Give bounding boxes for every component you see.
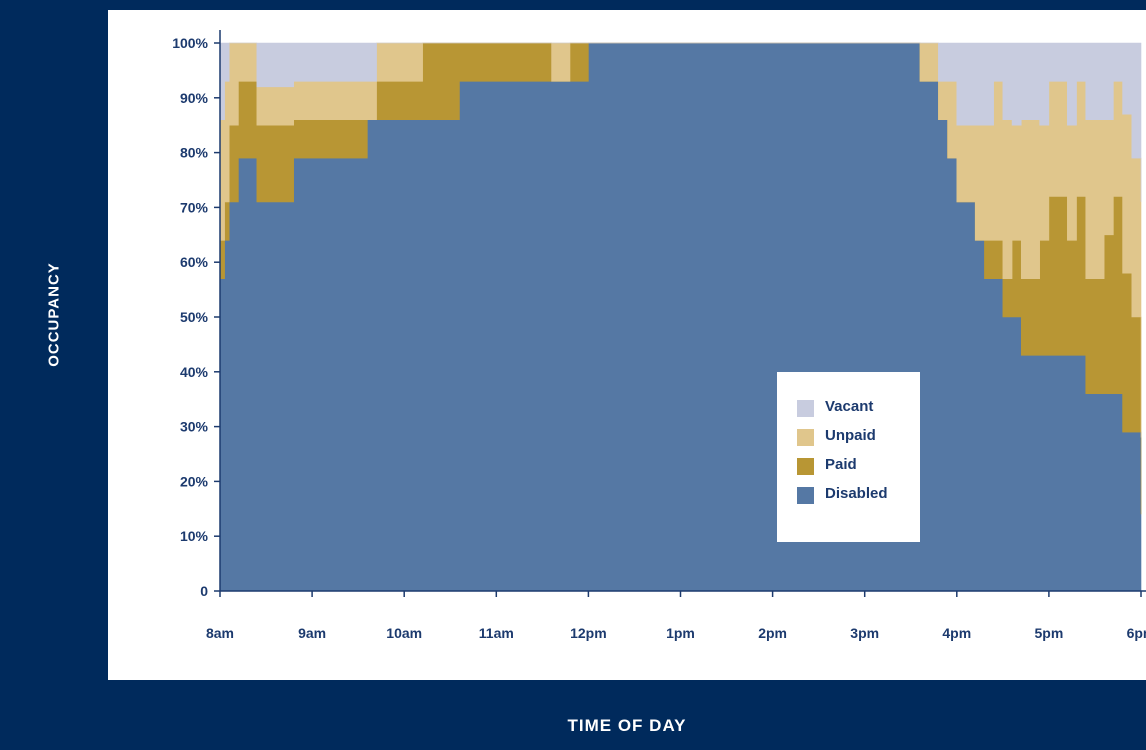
x-tick-label: 5pm <box>1035 625 1064 641</box>
x-tick-label: 2pm <box>758 625 787 641</box>
legend-label-disabled: Disabled <box>825 485 888 502</box>
x-tick-label: 6pm <box>1127 625 1146 641</box>
legend-label-paid: Paid <box>825 456 857 473</box>
y-tick-label: 30% <box>180 419 209 435</box>
y-tick-label: 40% <box>180 364 209 380</box>
x-tick-label: 12pm <box>570 625 607 641</box>
axes <box>214 30 1146 597</box>
y-tick-label: 20% <box>180 473 209 489</box>
y-tick-label: 0 <box>200 583 208 599</box>
y-tick-label: 80% <box>180 145 209 161</box>
x-tick-label: 9am <box>298 625 326 641</box>
y-tick-label: 50% <box>180 309 209 325</box>
legend-swatch-disabled <box>797 487 814 504</box>
x-tick-label: 8am <box>206 625 234 641</box>
legend-swatch-unpaid <box>797 429 814 446</box>
stacked-areas <box>219 42 1142 592</box>
y-tick-label: 90% <box>180 90 209 106</box>
y-tick-label: 100% <box>172 35 208 51</box>
legend-swatch-vacant <box>797 400 814 417</box>
y-tick-label: 10% <box>180 528 209 544</box>
x-axis-title: TIME OF DAY <box>567 716 687 735</box>
legend-swatch-paid <box>797 458 814 475</box>
x-tick-label: 1pm <box>666 625 695 641</box>
legend-label-unpaid: Unpaid <box>825 427 876 444</box>
x-tick-label: 3pm <box>850 625 879 641</box>
y-tick-label: 70% <box>180 199 209 215</box>
x-tick-label: 11am <box>479 625 514 641</box>
legend-label-vacant: Vacant <box>825 398 874 415</box>
legend: Vacant Unpaid Paid Disabled <box>777 372 920 542</box>
y-tick-labels: 0 10% 20% 30% 40% 50% 60% 70% 80% 90% 100% <box>172 35 208 599</box>
y-tick-label: 60% <box>180 254 209 270</box>
area-series-vacant <box>219 42 1142 202</box>
x-tick-label: 10am <box>386 625 422 641</box>
x-tick-label: 4pm <box>942 625 971 641</box>
x-tick-labels: 8am 9am 10am 11am 12pm 1pm 2pm 3pm 4pm 5pm 6pm <box>206 625 1146 641</box>
